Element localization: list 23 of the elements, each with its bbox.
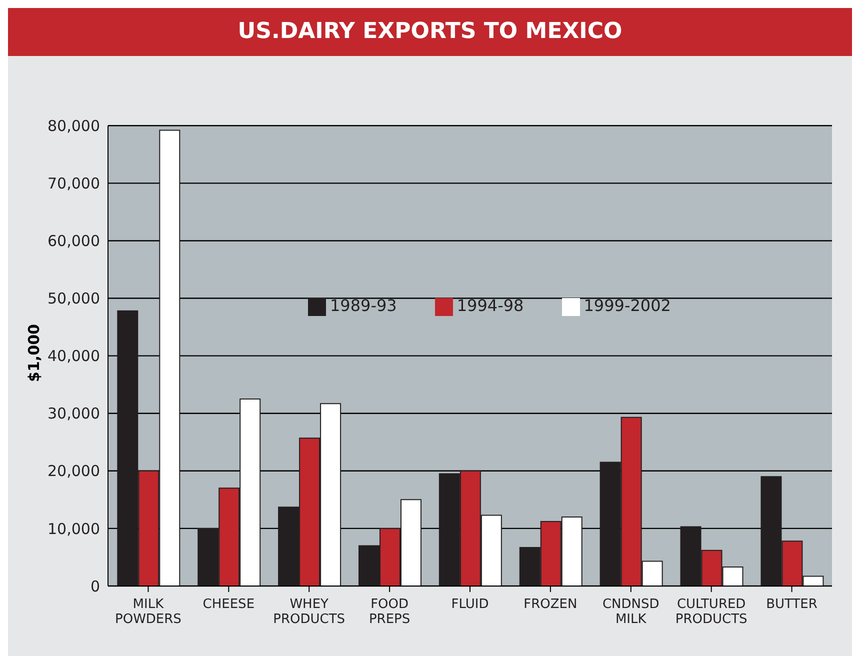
legend-label: 1989-93 — [330, 296, 397, 315]
y-tick-label: 60,000 — [48, 232, 100, 250]
x-tick-label: CHEESE — [202, 597, 255, 612]
x-tick-label: BUTTER — [766, 597, 818, 612]
chart-title: US.DAIRY EXPORTS TO MEXICO — [8, 8, 852, 56]
y-tick-label: 50,000 — [48, 290, 100, 308]
x-tick-label: CULTURED PRODUCTS — [675, 597, 748, 627]
legend-label: 1994-98 — [456, 296, 524, 315]
y-tick-label: 40,000 — [48, 347, 100, 366]
x-tick-label: CNDNSD MILK — [602, 597, 660, 627]
x-tick-label: FROZEN — [524, 597, 578, 612]
y-tick-label: 0 — [90, 577, 100, 596]
x-tick-label: MILK POWDERS — [115, 597, 182, 627]
x-tick-label: WHEY PRODUCTS — [273, 597, 346, 627]
y-tick-label: 30,000 — [48, 404, 100, 423]
y-tick-label: 80,000 — [48, 116, 100, 135]
y-tick-label: 10,000 — [48, 520, 100, 538]
x-tick-label: FLUID — [451, 597, 489, 612]
y-axis-title: $1,000 — [25, 324, 43, 382]
legend-label: 1999-2002 — [584, 296, 671, 315]
x-tick-label: FOOD PREPS — [368, 597, 410, 627]
y-tick-label: 70,000 — [48, 174, 100, 192]
y-tick-label: 20,000 — [48, 462, 100, 480]
